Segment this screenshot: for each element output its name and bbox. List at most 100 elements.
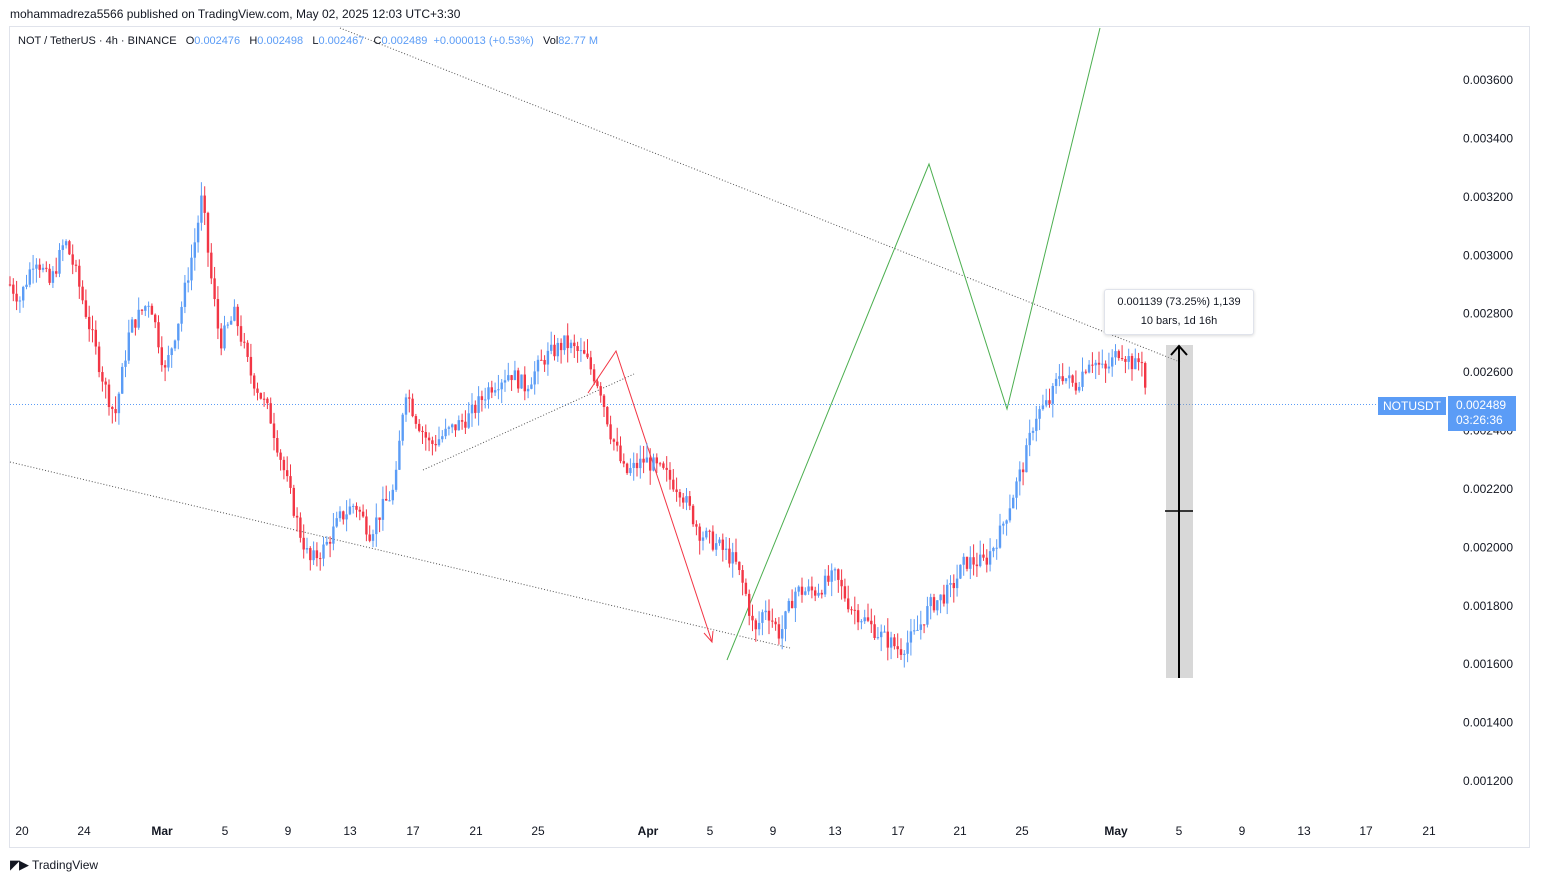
candle-body [144, 306, 147, 311]
y-tick-label: 0.002600 [1463, 365, 1513, 379]
candle-body [74, 264, 78, 266]
candle-body [711, 531, 715, 550]
candle-body [658, 463, 662, 465]
measure-arrowhead-icon [1170, 344, 1188, 356]
candle-body [787, 600, 790, 612]
candle-body [223, 325, 226, 349]
candle [262, 392, 266, 407]
candle-body [691, 505, 695, 525]
candle [233, 299, 236, 322]
candle-body [1015, 481, 1018, 498]
candle [127, 319, 130, 364]
candle-body [596, 381, 599, 387]
candle [777, 617, 781, 645]
candle-body [61, 245, 64, 250]
candle [909, 618, 913, 656]
candle [975, 552, 979, 577]
candle [979, 540, 982, 568]
candle-body [292, 487, 295, 516]
candle-body [140, 309, 144, 311]
candle [695, 520, 698, 536]
candle [662, 461, 665, 470]
candle-body [101, 372, 104, 382]
candle-body [157, 322, 160, 348]
legend-l-label: L [312, 35, 319, 47]
candle-body [18, 300, 22, 302]
legend-h-label: H [249, 35, 258, 47]
candle-body [286, 470, 289, 477]
candle [1045, 388, 1048, 408]
candle-body [790, 600, 794, 609]
candle-body [807, 586, 810, 592]
candle-body [721, 539, 724, 550]
candle [391, 484, 394, 505]
candle-body [738, 561, 741, 571]
candle-body [210, 252, 213, 279]
candle [655, 453, 658, 474]
candle [985, 549, 988, 573]
candle [81, 280, 84, 305]
candle-body [1064, 378, 1068, 382]
candle-body [358, 509, 361, 512]
candle-body [427, 437, 431, 441]
candle [220, 323, 223, 356]
candle-body [827, 575, 830, 582]
candle-body [196, 222, 200, 243]
candle-body [843, 586, 847, 599]
candle-body [724, 548, 728, 550]
candle-body [688, 496, 691, 506]
candle [342, 510, 345, 525]
candle [381, 486, 385, 531]
candle-body [559, 342, 563, 351]
candle-body [398, 440, 401, 470]
candle-body [249, 356, 253, 376]
candle-body [526, 388, 530, 392]
candle [111, 405, 114, 424]
candle-body [817, 592, 820, 596]
candle [814, 586, 817, 602]
candle [546, 342, 550, 376]
candle-body [850, 609, 853, 611]
candle [599, 382, 602, 403]
candle-body [259, 392, 262, 399]
candle [718, 537, 721, 546]
candle [457, 415, 460, 431]
candles-layer [8, 182, 1147, 668]
candle-body [309, 548, 312, 561]
candle [701, 531, 705, 551]
legend-c-value: 0.002489 [381, 35, 428, 47]
candle-body [668, 469, 672, 480]
candle-body [216, 299, 220, 329]
candle [876, 627, 880, 640]
candle [345, 500, 348, 532]
candle-body [955, 578, 959, 589]
candle [45, 261, 48, 273]
candle [180, 301, 183, 332]
x-tick-label: 13 [343, 824, 357, 838]
candle-body [203, 195, 206, 213]
candle-body [533, 371, 536, 385]
candle-body [114, 409, 117, 414]
candle [913, 619, 916, 635]
candle-body [1035, 418, 1038, 431]
candle-body [12, 284, 15, 294]
candle-body [754, 620, 757, 630]
candle [266, 397, 269, 410]
candle [939, 594, 942, 614]
candle-body [922, 624, 926, 626]
candle [767, 599, 771, 635]
candle-body [936, 600, 939, 611]
candle [167, 345, 170, 372]
candle [559, 338, 563, 364]
candle-body [1025, 445, 1028, 473]
candle-body [361, 511, 365, 517]
candle [163, 360, 167, 382]
candle-body [1061, 376, 1064, 382]
candle-body [193, 242, 196, 258]
candle-body [992, 547, 995, 552]
candle-body [1078, 386, 1081, 391]
candle [41, 263, 45, 273]
y-tick-label: 0.003000 [1463, 248, 1513, 262]
x-tick-label: 9 [285, 824, 292, 838]
